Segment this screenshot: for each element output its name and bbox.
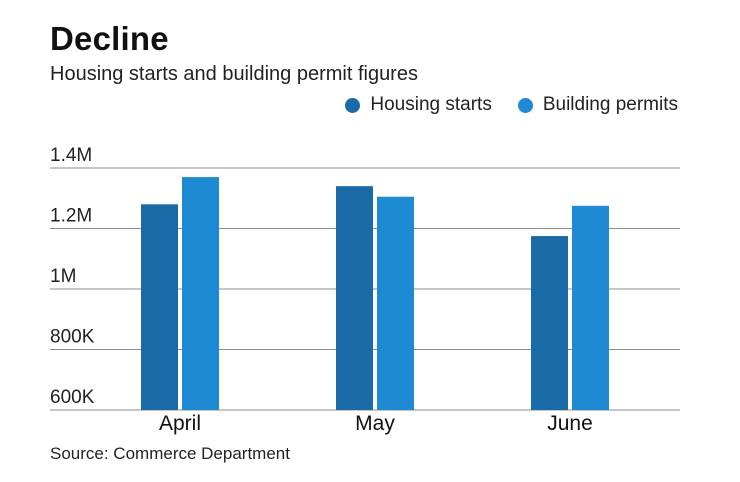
y-tick-label: 1.4M — [50, 145, 92, 166]
legend-swatch-housing-starts — [345, 97, 361, 113]
chart-subtitle: Housing starts and building permit figur… — [50, 63, 418, 85]
bar-building-permits-june — [572, 205, 609, 410]
x-tick-label: June — [547, 412, 593, 435]
legend-item-housing-starts: Housing starts — [345, 94, 492, 116]
y-tick-label: 600K — [50, 387, 95, 408]
legend-swatch-building-permits — [517, 97, 533, 113]
bar-housing-starts-june — [531, 236, 568, 410]
y-tick-label: 1M — [50, 266, 76, 287]
legend-label-building-permits: Building permits — [542, 94, 678, 115]
x-tick-label: May — [355, 412, 395, 435]
x-tick-label: April — [159, 412, 201, 435]
source-note: Source: Commerce Department — [50, 444, 290, 463]
y-axis-labels: 600K 800K 1M 1.2M 1.4M — [50, 145, 95, 408]
bar-housing-starts-april — [141, 204, 178, 410]
legend: Housing starts Building permits — [345, 94, 678, 116]
bars — [141, 177, 609, 410]
x-axis-labels: April May June — [159, 412, 593, 435]
y-tick-label: 800K — [50, 327, 95, 348]
bar-housing-starts-may — [336, 186, 373, 410]
chart-title: Decline — [50, 20, 169, 57]
legend-label-housing-starts: Housing starts — [370, 94, 492, 115]
bar-building-permits-april — [182, 177, 219, 410]
y-tick-label: 1.2M — [50, 206, 92, 227]
legend-item-building-permits: Building permits — [517, 94, 678, 116]
bar-building-permits-may — [377, 196, 414, 410]
